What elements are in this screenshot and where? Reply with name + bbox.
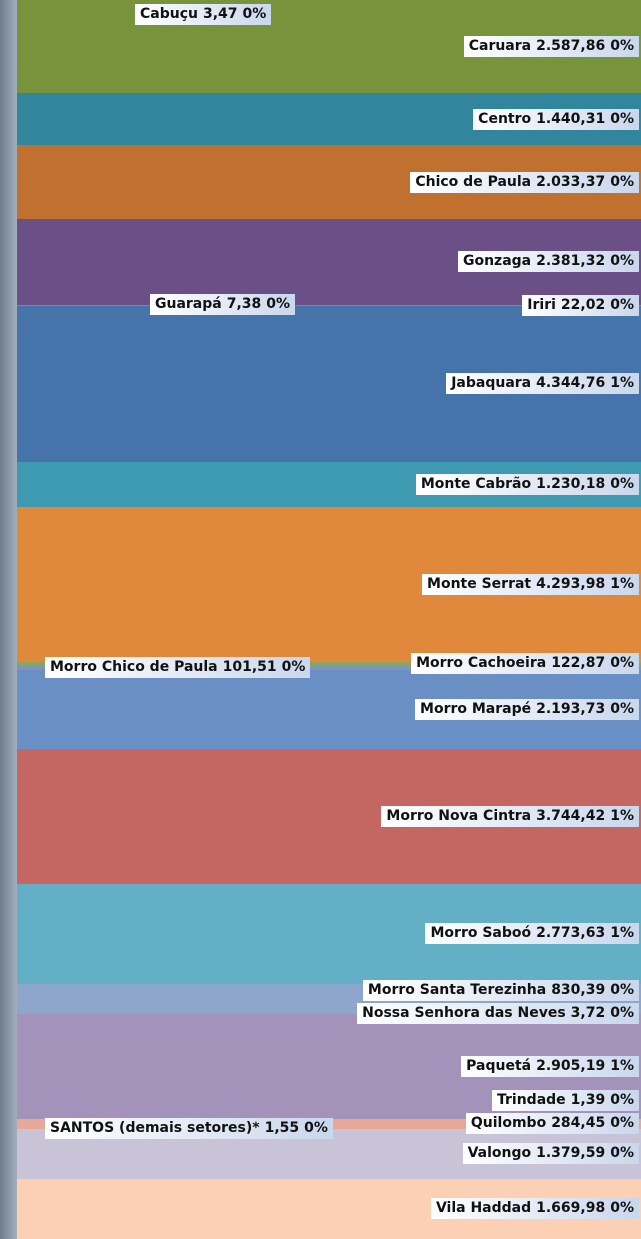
data-label: Centro 1.440,31 0% — [473, 108, 639, 130]
category-name: Morro Santa Terezinha — [367, 982, 547, 999]
category-name: Caruara — [468, 38, 532, 55]
segment — [17, 665, 641, 670]
value-label: 2.587,86 — [536, 38, 606, 55]
value-label: 2.773,63 — [536, 925, 606, 942]
share-label: 0% — [610, 253, 634, 270]
category-name: Centro — [478, 110, 532, 127]
value-label: 101,51 — [222, 659, 277, 676]
share-label: 0% — [610, 1200, 634, 1217]
share-label: 1% — [610, 1057, 634, 1074]
share-label: 0% — [266, 296, 291, 313]
data-label: Morro Nova Cintra 3.744,42 1% — [381, 805, 639, 827]
share-label: 0% — [610, 982, 634, 999]
data-label: Iriri 22,02 0% — [522, 294, 639, 316]
value-label: 2.905,19 — [536, 1057, 606, 1074]
value-label: 1.669,98 — [536, 1200, 606, 1217]
data-label: Morro Chico de Paula 101,51 0% — [45, 657, 311, 679]
data-label: Quilombo 284,45 0% — [465, 1113, 639, 1135]
value-label: 1.230,18 — [536, 476, 606, 493]
category-name: Gonzaga — [462, 253, 532, 270]
share-label: 0% — [610, 1005, 634, 1022]
data-label: Morro Saboó 2.773,63 1% — [425, 923, 639, 945]
data-label: SANTOS (demais setores)* 1,55 0% — [45, 1118, 333, 1140]
share-label: 1% — [610, 807, 634, 824]
share-label: 0% — [610, 1115, 634, 1132]
data-label: Trindade 1,39 0% — [492, 1090, 639, 1112]
value-label: 2.193,73 — [536, 700, 606, 717]
value-label: 4.293,98 — [536, 575, 606, 592]
value-label: 3.744,42 — [536, 807, 606, 824]
value-label: 3,47 — [202, 6, 238, 22]
data-label: Morro Cachoeira 122,87 0% — [411, 653, 639, 675]
share-label: 0% — [610, 700, 634, 717]
category-name: Nossa Senhora das Neves — [362, 1005, 566, 1022]
value-label: 7,38 — [226, 296, 262, 313]
category-name: Guarapá — [155, 296, 222, 313]
category-name: Cabuçu — [140, 6, 198, 22]
category-name: Morro Saboó — [430, 925, 532, 942]
category-name: Jabaquara — [451, 375, 532, 392]
share-label: 1% — [610, 375, 634, 392]
data-label: Monte Serrat 4.293,98 1% — [422, 573, 639, 595]
data-label: Caruara 2.587,86 0% — [463, 36, 639, 58]
category-name: Chico de Paula — [415, 173, 532, 190]
segment — [17, 304, 641, 306]
share-label: 0% — [610, 1145, 634, 1162]
segment — [17, 661, 641, 666]
value-label: 1.379,59 — [536, 1145, 606, 1162]
data-label: Cabuçu 3,47 0% — [135, 4, 272, 25]
category-name: Valongo — [467, 1145, 532, 1162]
category-name: Trindade — [497, 1092, 566, 1109]
data-label: Monte Cabrão 1.230,18 0% — [415, 474, 639, 496]
share-label: 1% — [610, 925, 634, 942]
value-label: 2.381,32 — [536, 253, 606, 270]
value-label: 2.033,37 — [536, 173, 606, 190]
share-label: 0% — [610, 296, 634, 313]
category-name: Monte Serrat — [427, 575, 532, 592]
category-name: Morro Cachoeira — [416, 655, 547, 672]
value-label: 1,39 — [570, 1092, 606, 1109]
data-label: Vila Haddad 1.669,98 0% — [430, 1198, 639, 1220]
data-label: Valongo 1.379,59 0% — [462, 1143, 639, 1165]
share-label: 1% — [610, 575, 634, 592]
share-label: 0% — [610, 110, 634, 127]
data-label: Chico de Paula 2.033,37 0% — [410, 171, 639, 193]
category-name: Morro Nova Cintra — [386, 807, 532, 824]
value-label: 1,55 — [264, 1120, 300, 1137]
value-label: 1.440,31 — [536, 110, 606, 127]
value-label: 4.344,76 — [536, 375, 606, 392]
share-label: 0% — [610, 655, 634, 672]
category-name: Morro Chico de Paula — [50, 659, 218, 676]
data-label: Gonzaga 2.381,32 0% — [457, 251, 639, 273]
category-name: Morro Marapé — [420, 700, 532, 717]
share-label: 0% — [304, 1120, 328, 1137]
share-label: 0% — [610, 476, 634, 493]
value-label: 284,45 — [551, 1115, 606, 1132]
data-label: Nossa Senhora das Neves 3,72 0% — [357, 1003, 639, 1025]
value-label: 3,72 — [570, 1005, 606, 1022]
category-name: Monte Cabrão — [420, 476, 532, 493]
data-label: Paquetá 2.905,19 1% — [461, 1055, 639, 1077]
category-name: SANTOS (demais setores)* — [50, 1120, 260, 1137]
data-label: Morro Santa Terezinha 830,39 0% — [362, 980, 639, 1002]
category-name: Iriri — [527, 296, 556, 313]
data-label: Jabaquara 4.344,76 1% — [446, 373, 639, 395]
value-label: 830,39 — [551, 982, 606, 999]
data-label: Guarapá 7,38 0% — [150, 294, 296, 316]
share-label: 0% — [281, 659, 306, 676]
share-label: 0% — [610, 173, 634, 190]
value-label: 22,02 — [560, 296, 606, 313]
category-name: Vila Haddad — [435, 1200, 532, 1217]
category-name: Quilombo — [470, 1115, 547, 1132]
axis-wall — [0, 0, 17, 1239]
share-label: 0% — [242, 6, 267, 22]
share-label: 0% — [610, 38, 634, 55]
value-label: 122,87 — [551, 655, 606, 672]
segment — [17, 304, 641, 306]
data-label: Morro Marapé 2.193,73 0% — [415, 698, 639, 720]
category-name: Paquetá — [466, 1057, 532, 1074]
share-label: 0% — [610, 1092, 634, 1109]
